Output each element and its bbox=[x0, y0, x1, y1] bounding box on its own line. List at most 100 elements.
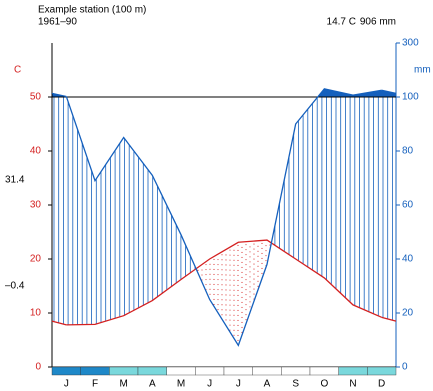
arid-dot bbox=[209, 278, 211, 280]
arid-dot bbox=[221, 304, 223, 306]
arid-dot bbox=[233, 319, 235, 321]
arid-dot bbox=[201, 269, 203, 271]
arid-dot bbox=[257, 280, 259, 282]
arid-dot bbox=[237, 284, 239, 287]
arid-dot bbox=[241, 286, 243, 289]
arid-dot bbox=[245, 319, 247, 321]
arid-dot bbox=[209, 293, 211, 295]
arid-dot bbox=[217, 274, 219, 276]
arid-dot bbox=[221, 314, 223, 316]
arid-dot bbox=[237, 314, 239, 317]
arid-dot bbox=[241, 316, 243, 319]
arid-dot bbox=[261, 262, 263, 265]
y-tick-label: 30 bbox=[30, 200, 42, 211]
x-tick-label: J bbox=[207, 379, 212, 390]
arid-dot bbox=[245, 274, 247, 276]
arid-dot bbox=[221, 259, 223, 261]
arid-dot bbox=[257, 260, 259, 262]
arid-dot bbox=[253, 243, 255, 245]
arid-dot bbox=[245, 314, 247, 316]
arid-dot bbox=[221, 279, 223, 281]
arid-dot bbox=[245, 304, 247, 306]
x-tick-label: A bbox=[149, 379, 156, 390]
chart-subtitle: 1961–90 bbox=[38, 17, 77, 28]
arid-dot bbox=[221, 254, 223, 256]
arid-dot bbox=[237, 329, 239, 332]
arid-dot bbox=[225, 294, 227, 296]
arid-dot bbox=[225, 289, 227, 291]
arid-dot bbox=[241, 326, 243, 329]
arid-dot bbox=[233, 249, 235, 251]
arid-dot bbox=[241, 311, 243, 314]
arid-dot bbox=[249, 271, 251, 273]
arid-dot bbox=[253, 288, 255, 290]
series-line bbox=[66, 239, 382, 326]
month-band bbox=[223, 366, 253, 376]
arid-dot bbox=[237, 324, 239, 327]
arid-dot bbox=[229, 254, 231, 256]
arid-dot bbox=[233, 299, 235, 301]
y-axis-label: C bbox=[14, 65, 21, 76]
month-band bbox=[109, 366, 139, 376]
arid-dot bbox=[229, 299, 231, 301]
arid-dot bbox=[261, 242, 263, 245]
arid-dot bbox=[213, 258, 215, 261]
month-band bbox=[195, 366, 225, 376]
arid-dot bbox=[233, 264, 235, 266]
arid-dot bbox=[249, 281, 251, 283]
y2-tick-label: 300 bbox=[402, 38, 419, 49]
y2-tick-label: 20 bbox=[402, 308, 414, 319]
arid-dot bbox=[237, 254, 239, 257]
arid-dot bbox=[241, 271, 243, 274]
month-band bbox=[338, 366, 368, 376]
x-tick-label: J bbox=[64, 379, 69, 390]
max-temperature: 31.4 bbox=[5, 175, 25, 186]
arid-dot bbox=[213, 298, 215, 301]
y-tick-label: 20 bbox=[30, 254, 42, 265]
arid-dot bbox=[237, 279, 239, 282]
arid-dot bbox=[217, 259, 219, 261]
arid-dot bbox=[205, 264, 207, 266]
arid-dot bbox=[229, 259, 231, 261]
arid-dot bbox=[241, 301, 243, 304]
arid-dot bbox=[249, 266, 251, 268]
arid-dot bbox=[245, 284, 247, 286]
arid-dot bbox=[221, 269, 223, 271]
arid-dot bbox=[249, 276, 251, 278]
arid-dot bbox=[245, 309, 247, 311]
arid-dot bbox=[229, 269, 231, 271]
arid-dot bbox=[249, 256, 251, 258]
arid-dot bbox=[229, 324, 231, 326]
arid-dot bbox=[253, 258, 255, 260]
arid-dot bbox=[229, 249, 231, 251]
arid-dot bbox=[233, 279, 235, 281]
arid-dot bbox=[229, 314, 231, 316]
x-tick-label: M bbox=[119, 379, 127, 390]
arid-dot bbox=[225, 279, 227, 281]
x-tick-label: O bbox=[320, 379, 328, 390]
arid-dot bbox=[221, 294, 223, 296]
arid-dot bbox=[213, 263, 215, 266]
y2-tick-label: 60 bbox=[402, 200, 414, 211]
arid-dot bbox=[249, 251, 251, 253]
arid-dot bbox=[253, 253, 255, 255]
x-tick-label: S bbox=[292, 379, 299, 390]
arid-dot bbox=[229, 289, 231, 291]
arid-dot bbox=[233, 304, 235, 306]
arid-dot bbox=[261, 257, 263, 260]
arid-dot bbox=[257, 255, 259, 257]
arid-dot bbox=[237, 294, 239, 297]
arid-dot bbox=[261, 247, 263, 250]
arid-dot bbox=[217, 294, 219, 296]
arid-dot bbox=[209, 273, 211, 275]
arid-dot bbox=[233, 254, 235, 256]
arid-dot bbox=[233, 324, 235, 326]
arid-dot bbox=[209, 268, 211, 270]
arid-dot bbox=[213, 288, 215, 291]
arid-dot bbox=[241, 321, 243, 324]
arid-dot bbox=[221, 299, 223, 301]
arid-dot bbox=[237, 304, 239, 307]
arid-dot bbox=[257, 270, 259, 272]
arid-dot bbox=[237, 309, 239, 312]
